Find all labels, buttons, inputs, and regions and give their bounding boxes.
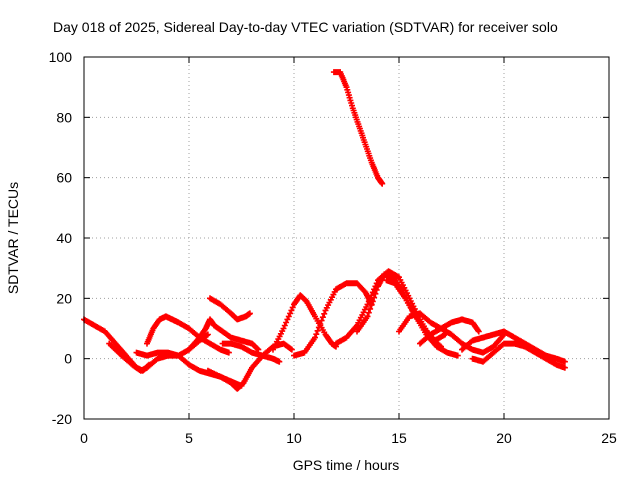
point-markers bbox=[186, 316, 262, 353]
plot-frame bbox=[83, 56, 610, 420]
y-tick-label: 80 bbox=[56, 109, 72, 125]
x-axis-label: GPS time / hours bbox=[293, 457, 400, 473]
point-markers bbox=[291, 280, 375, 359]
series-arc-5 bbox=[186, 316, 262, 353]
point-markers bbox=[81, 316, 153, 374]
series-arc-15 bbox=[396, 310, 482, 335]
series-arc-18 bbox=[469, 340, 568, 371]
x-tick-label: 5 bbox=[185, 430, 193, 446]
series-arc-10 bbox=[291, 280, 375, 359]
x-tick-label: 15 bbox=[391, 430, 407, 446]
y-tick-label: 60 bbox=[56, 170, 72, 186]
x-tick-label: 20 bbox=[496, 430, 512, 446]
series-arc-1 bbox=[81, 316, 153, 374]
series-arc-3 bbox=[144, 313, 232, 356]
y-tick-label: 100 bbox=[49, 49, 73, 65]
data-marks bbox=[81, 69, 568, 392]
point-markers bbox=[469, 340, 568, 371]
grid bbox=[84, 57, 609, 419]
x-tick-label: 25 bbox=[601, 430, 617, 446]
x-tick-label: 0 bbox=[80, 430, 88, 446]
axis-ticks: 0 5 10 15 20 25 -20 0 20 40 60 80 100 bbox=[49, 49, 617, 446]
y-tick-label: 0 bbox=[64, 351, 72, 367]
series-arc-8 bbox=[219, 340, 283, 365]
y-tick-label: -20 bbox=[52, 411, 72, 427]
point-markers bbox=[383, 277, 461, 359]
point-markers bbox=[219, 340, 283, 365]
y-tick-label: 20 bbox=[56, 290, 72, 306]
series-arc-6 bbox=[207, 295, 253, 323]
y-axis-label: SDTVAR / TECUs bbox=[5, 182, 21, 294]
point-markers bbox=[207, 295, 253, 323]
x-tick-label: 10 bbox=[286, 430, 302, 446]
series-arc-14 bbox=[383, 277, 461, 359]
series-arc-11 bbox=[330, 69, 386, 187]
y-tick-label: 40 bbox=[56, 230, 72, 246]
point-markers bbox=[330, 69, 386, 187]
chart-title: Day 018 of 2025, Sidereal Day-to-day VTE… bbox=[53, 19, 558, 35]
point-markers bbox=[144, 313, 232, 356]
point-markers bbox=[396, 310, 482, 335]
